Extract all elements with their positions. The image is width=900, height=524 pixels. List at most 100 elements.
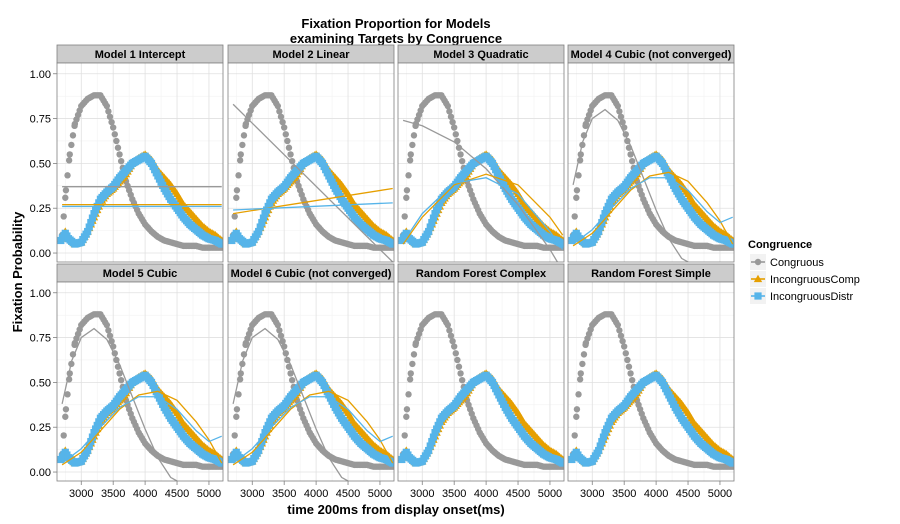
data-point xyxy=(88,214,97,222)
data-point xyxy=(117,376,125,384)
data-point xyxy=(274,102,281,110)
panel-border xyxy=(227,281,395,482)
data-point xyxy=(576,376,584,383)
data-point xyxy=(410,132,418,139)
data-point xyxy=(425,446,433,455)
x-tick-label: 3500 xyxy=(272,488,296,500)
data-point xyxy=(285,144,293,151)
panel-title: Model 3 Quadratic xyxy=(433,49,528,61)
legend: Congruence Congruous IncongruousComp Incon… xyxy=(748,239,860,304)
panel-data xyxy=(57,92,223,251)
data-point xyxy=(62,413,69,420)
data-point xyxy=(409,360,416,368)
y-tick-label: 0.75 xyxy=(30,333,51,345)
panel-title: Random Forest Complex xyxy=(416,268,547,280)
data-point xyxy=(389,240,394,248)
panels-group: Model 1 Intercept0.000.250.500.751.00Mod… xyxy=(30,44,735,500)
data-point xyxy=(729,240,734,248)
legend-entry: IncongruousComp xyxy=(750,271,860,287)
data-point xyxy=(68,141,75,149)
y-tick-label: 0.00 xyxy=(30,467,51,479)
data-point xyxy=(577,370,584,377)
panel-data xyxy=(398,311,564,470)
data-point xyxy=(429,433,438,441)
panel-border xyxy=(397,281,565,482)
data-point xyxy=(117,157,125,165)
y-axis-title: Fixation Probability xyxy=(10,211,25,332)
panel-border xyxy=(56,281,224,482)
data-point xyxy=(617,332,625,339)
data-point xyxy=(279,118,286,126)
data-point xyxy=(106,332,114,339)
legend-entry: IncongruousDistr xyxy=(750,288,853,304)
panel-border xyxy=(567,281,735,482)
panel-title: Random Forest Simple xyxy=(591,268,711,280)
series-points-IncongruousDistr xyxy=(568,371,734,467)
panel-data xyxy=(228,311,394,481)
data-point xyxy=(288,376,296,384)
panel-data xyxy=(57,311,223,481)
series-points-Congruous xyxy=(58,92,223,251)
data-point xyxy=(446,108,453,115)
data-point xyxy=(65,157,73,164)
data-point xyxy=(401,432,408,439)
data-point xyxy=(84,227,92,236)
data-point xyxy=(235,172,242,179)
fit-line-IncongruousComp xyxy=(232,390,394,466)
y-tick-label: 0.75 xyxy=(30,114,51,126)
y-tick-label: 1.00 xyxy=(30,69,51,81)
fit-line-Congruous xyxy=(402,119,559,262)
data-point xyxy=(628,157,636,165)
panel-border xyxy=(567,62,735,263)
data-point xyxy=(624,356,631,364)
data-point xyxy=(274,321,281,329)
legend-key-marker xyxy=(753,274,763,283)
panel-border xyxy=(227,62,395,263)
data-point xyxy=(277,113,285,120)
x-tick-label: 5000 xyxy=(708,488,732,500)
panel: Model 5 Cubic 0.00 0.25 0.50 0.75 1.00 3000 350… xyxy=(30,263,224,500)
data-point xyxy=(106,113,114,120)
fit-line-IncongruousComp xyxy=(61,390,223,466)
legend-title: Congruence xyxy=(748,239,812,251)
data-point xyxy=(259,214,268,222)
data-point xyxy=(559,459,564,467)
panel-title: Model 1 Intercept xyxy=(95,49,186,61)
data-point xyxy=(407,370,414,377)
data-point xyxy=(595,227,603,236)
x-tick-label: 3000 xyxy=(580,488,604,500)
data-point xyxy=(571,213,578,220)
fit-line-Congruous xyxy=(232,103,394,262)
data-point xyxy=(406,157,414,164)
data-point xyxy=(389,459,394,467)
data-point xyxy=(240,132,248,139)
data-point xyxy=(573,187,581,194)
series-points-IncongruousDistr xyxy=(398,371,564,467)
data-point xyxy=(622,350,629,357)
fit-line-IncongruousDistr xyxy=(232,396,393,464)
data-point xyxy=(425,227,433,236)
data-point xyxy=(428,218,436,227)
gridlines xyxy=(568,282,734,481)
data-point xyxy=(595,446,603,455)
fit-line-IncongruousDistr xyxy=(572,177,733,245)
data-point xyxy=(409,141,416,149)
x-tick-label: 4000 xyxy=(304,488,328,500)
data-point xyxy=(62,406,70,413)
x-tick-label: 4000 xyxy=(133,488,157,500)
data-point xyxy=(403,187,411,194)
y-tick-label: 0.00 xyxy=(30,248,51,260)
data-point xyxy=(455,363,463,370)
panel-data xyxy=(568,92,734,262)
x-tick-label: 3500 xyxy=(442,488,466,500)
legend-label: IncongruousDistr xyxy=(770,291,853,303)
data-point xyxy=(108,337,115,345)
data-point xyxy=(284,137,291,145)
data-point xyxy=(237,151,244,158)
data-point xyxy=(287,370,294,377)
data-point xyxy=(276,327,283,334)
x-tick-label: 4500 xyxy=(506,488,530,500)
legend-label: IncongruousComp xyxy=(770,274,860,286)
data-point xyxy=(218,240,223,248)
data-point xyxy=(287,151,294,158)
